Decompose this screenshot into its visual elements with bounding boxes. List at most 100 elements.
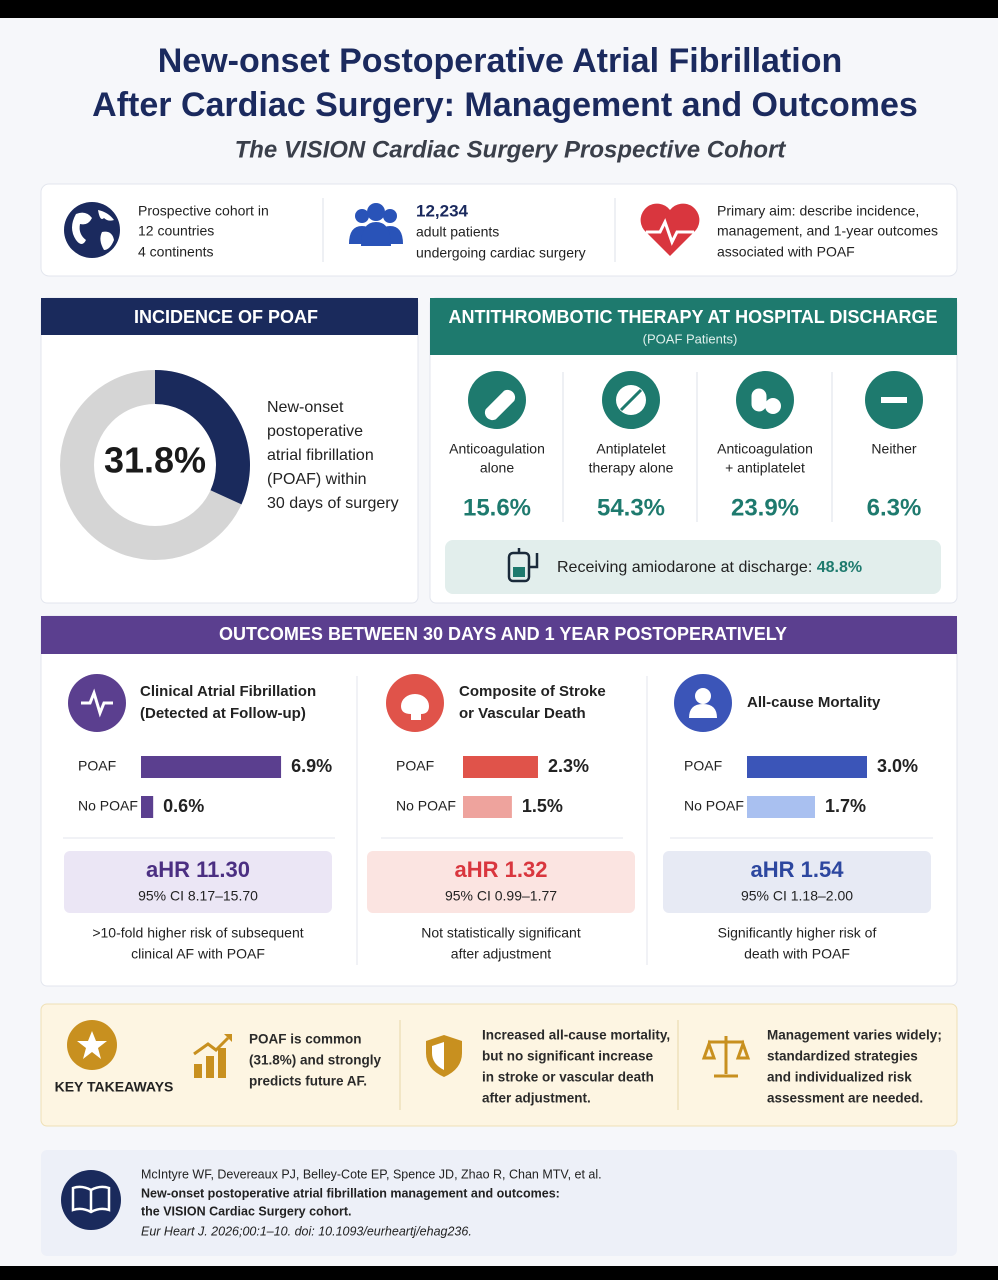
amiodarone-label: Receiving amiodarone at discharge:: [557, 559, 812, 576]
outcome-title: or Vascular Death: [459, 705, 586, 722]
summary-text: adult patients: [416, 224, 499, 240]
shield-icon-part: [432, 1042, 444, 1070]
growth-icon-part: [193, 1036, 230, 1056]
iv-bag-icon-part: [513, 567, 525, 577]
star-icon-part: [77, 1031, 107, 1059]
takeaway-text: POAF is common: [249, 1032, 362, 1047]
summary-text: associated with POAF: [717, 244, 855, 260]
bar-value: 1.5%: [522, 796, 563, 816]
incidence-header: [41, 298, 418, 335]
outcome-note: Not statistically significant: [421, 925, 581, 941]
book-icon-part: [71, 1185, 111, 1214]
therapy-label: Anticoagulation: [717, 441, 813, 457]
therapy-label: alone: [480, 460, 514, 476]
iv-bag-icon-part: [529, 553, 539, 569]
globe-icon: [64, 202, 120, 258]
outcome-icon: [689, 704, 717, 718]
incidence-value: 31.8%: [104, 440, 206, 481]
scales-icon-part: [701, 1039, 751, 1060]
summary-text: 4 continents: [138, 244, 214, 260]
amiodarone-text: Receiving amiodarone at discharge: 48.8%: [557, 559, 862, 576]
citation-card: [41, 1150, 957, 1256]
summary-text: management, and 1-year outcomes: [717, 223, 938, 239]
outcome-note: clinical AF with POAF: [131, 946, 265, 962]
subtitle: The VISION Cardiac Surgery Prospective C…: [235, 136, 787, 163]
outcome-note: death with POAF: [744, 946, 850, 962]
outcome-icon: [695, 688, 711, 704]
takeaway-text: predicts future AF.: [249, 1074, 367, 1089]
bar-value: 3.0%: [877, 756, 918, 776]
incidence-text: New-onset: [267, 399, 344, 416]
outcome-note: Significantly higher risk of: [718, 925, 877, 941]
title: After Cardiac Surgery: Management and Ou…: [92, 86, 918, 124]
bar-group-label: No POAF: [684, 798, 744, 814]
therapy-value: 54.3%: [597, 494, 665, 521]
bar: [463, 796, 512, 818]
therapy-heading: ANTITHROMBOTIC THERAPY AT HOSPITAL DISCH…: [448, 307, 937, 327]
heart-icon-part: [640, 203, 700, 256]
heart-icon-part: [646, 218, 694, 246]
ahr-box: [663, 851, 931, 913]
therapy-icon: [619, 388, 643, 412]
bar: [463, 756, 538, 778]
bar-value: 1.7%: [825, 796, 866, 816]
citation-journal: Eur Heart J. 2026;00:1–10. doi: 10.1093/…: [141, 1224, 472, 1238]
takeaway-text: after adjustment.: [482, 1091, 591, 1106]
summary-card: [40, 183, 958, 277]
bottom-bar: [0, 1266, 998, 1280]
book-icon: [61, 1170, 121, 1230]
growth-icon-part: [194, 1064, 202, 1078]
takeaway-text: assessment are needed.: [767, 1091, 923, 1106]
people-icon-part: [383, 209, 397, 223]
people-icon-part: [361, 222, 391, 246]
takeaways-heading: KEY TAKEAWAYS: [55, 1079, 174, 1095]
growth-icon: [193, 1034, 232, 1078]
takeaway-text: and individualized risk: [767, 1070, 912, 1085]
takeaway-text: but no significant increase: [482, 1049, 654, 1064]
ahr-value: aHR 1.54: [751, 857, 845, 882]
bar-group-label: No POAF: [78, 798, 138, 814]
bar-value: 6.9%: [291, 756, 332, 776]
therapy-label: therapy alone: [589, 460, 674, 476]
ahr-box: [64, 851, 332, 913]
incidence-text: 30 days of surgery: [267, 495, 399, 512]
takeaway-text: Management varies widely;: [767, 1028, 942, 1043]
summary-text: 12 countries: [138, 223, 214, 239]
ahr-ci: 95% CI 1.18–2.00: [741, 888, 853, 904]
ahr-value: aHR 1.32: [455, 857, 548, 882]
globe-icon-part: [72, 210, 114, 250]
therapy-header: [430, 298, 957, 355]
heart-icon: [640, 203, 700, 256]
amiodarone-box: [445, 540, 941, 594]
citation-title: New-onset postoperative atrial fibrillat…: [141, 1186, 560, 1200]
outcome-note: after adjustment: [451, 946, 551, 962]
summary-number: 12,234: [416, 201, 469, 220]
citation-authors: McIntyre WF, Devereaux PJ, Belley-Cote E…: [141, 1167, 602, 1181]
people-icon-part: [355, 209, 369, 223]
amiodarone-value: 48.8%: [817, 559, 862, 576]
takeaway-text: standardized strategies: [767, 1049, 918, 1064]
outcome-icon: [81, 688, 113, 718]
incidence-text: (POAF) within: [267, 471, 367, 488]
bar: [747, 796, 815, 818]
takeaways-card: [40, 1003, 958, 1127]
therapy-value: 6.3%: [867, 494, 922, 521]
therapy-label: Neither: [871, 441, 916, 457]
takeaway-text: (31.8%) and strongly: [249, 1053, 382, 1068]
outcome-title: Clinical Atrial Fibrillation: [140, 683, 316, 700]
bar: [747, 756, 867, 778]
bar-value: 2.3%: [548, 756, 589, 776]
therapy-value: 23.9%: [731, 494, 799, 521]
people-icon: [349, 203, 403, 246]
therapy-icon: [484, 389, 516, 421]
summary-text: Prospective cohort in: [138, 203, 269, 219]
therapy-icon: [751, 388, 767, 412]
bar: [141, 796, 154, 818]
takeaway-text: Increased all-cause mortality,: [482, 1028, 670, 1043]
therapy-value: 15.6%: [463, 494, 531, 521]
bar-group-label: POAF: [684, 758, 722, 774]
outcome-note: >10-fold higher risk of subsequent: [92, 925, 303, 941]
